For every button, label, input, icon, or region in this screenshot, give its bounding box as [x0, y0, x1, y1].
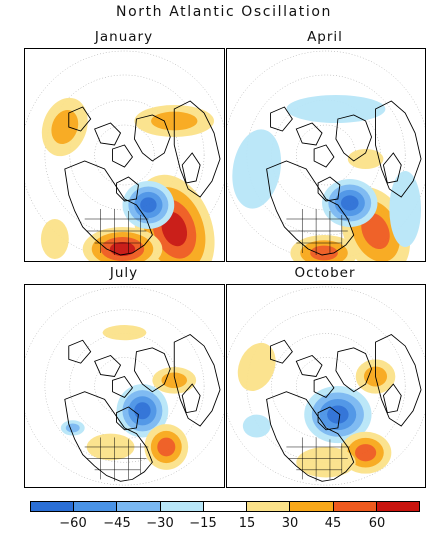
- colorbar: [30, 501, 420, 512]
- positive-anomaly: [157, 437, 176, 457]
- colorbar-tick-label: −15: [189, 516, 217, 531]
- colorbar-segment: [203, 502, 248, 511]
- colorbar-segment: [117, 502, 161, 511]
- negative-anomaly: [286, 95, 386, 123]
- negative-anomaly: [65, 423, 80, 433]
- negative-anomaly: [327, 405, 349, 424]
- map-panel-october: [226, 284, 426, 488]
- anomaly-field: [237, 342, 396, 478]
- colorbar-tick-label: −60: [59, 516, 87, 531]
- positive-anomaly: [51, 109, 79, 145]
- colorbar-tick-label: 30: [281, 516, 299, 531]
- colorbar-tick-label: 45: [324, 516, 342, 531]
- colorbar-tick-label: 60: [368, 516, 386, 531]
- colorbar-segment: [74, 502, 118, 511]
- political-boundaries: [84, 437, 149, 482]
- negative-anomaly: [140, 197, 157, 213]
- map-panel-april: [226, 48, 426, 262]
- figure-title: North Atlantic Oscillation: [116, 4, 332, 20]
- political-boundaries: [286, 209, 350, 255]
- negative-anomaly: [242, 414, 271, 438]
- positive-anomaly: [361, 212, 390, 250]
- anomaly-field: [60, 325, 197, 470]
- map-canvas: [227, 50, 425, 261]
- positive-anomaly: [310, 245, 338, 261]
- negative-anomaly: [340, 195, 359, 211]
- colorbar-tick-label: −45: [103, 516, 131, 531]
- colorbar-segment: [290, 502, 334, 511]
- panel-title-january: January: [94, 29, 154, 45]
- panel-title-april: April: [307, 29, 343, 45]
- positive-anomaly: [40, 219, 69, 259]
- positive-anomaly: [355, 444, 377, 462]
- negative-anomaly: [134, 402, 151, 420]
- map-canvas: [25, 286, 224, 486]
- colorbar-tick-label: 15: [238, 516, 256, 531]
- positive-anomaly: [109, 242, 136, 256]
- positive-anomaly: [237, 342, 276, 391]
- map-panel-january: [24, 48, 225, 262]
- coastlines: [64, 334, 221, 482]
- colorbar-segment: [376, 502, 419, 511]
- panel-title-july: July: [109, 265, 139, 281]
- map-canvas: [227, 286, 425, 486]
- anomaly-field: [40, 97, 215, 261]
- negative-anomaly: [389, 171, 422, 247]
- panel-title-october: October: [294, 265, 356, 281]
- colorbar-tick-label: −30: [146, 516, 174, 531]
- positive-anomaly: [102, 325, 147, 341]
- colorbar-segment: [31, 502, 75, 511]
- negative-anomaly: [232, 129, 282, 209]
- anomaly-field: [232, 95, 422, 261]
- positive-anomaly: [161, 372, 188, 389]
- latitude-circles: [25, 50, 224, 260]
- positive-anomaly: [347, 149, 384, 169]
- map-panel-july: [24, 284, 225, 488]
- colorbar-segment: [333, 502, 377, 511]
- coastlines: [64, 100, 221, 256]
- coastlines: [266, 100, 422, 256]
- political-boundaries: [286, 437, 350, 482]
- political-boundaries: [84, 209, 149, 255]
- colorbar-segment: [247, 502, 291, 511]
- coastlines: [266, 334, 422, 482]
- colorbar-segment: [160, 502, 204, 511]
- map-canvas: [25, 50, 224, 261]
